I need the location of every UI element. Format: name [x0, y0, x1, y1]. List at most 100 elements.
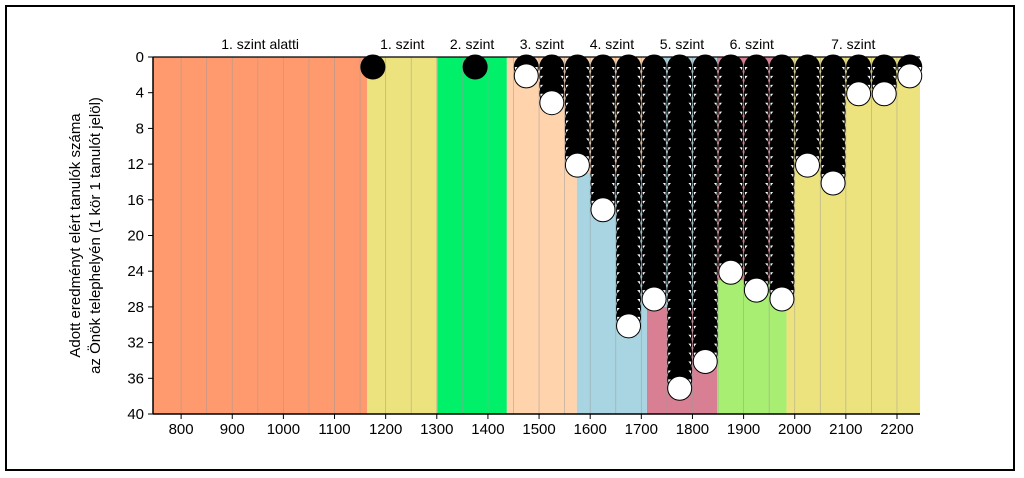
student-circle-4-11 [564, 152, 590, 178]
student-circle-cap-7-24 [642, 269, 667, 282]
student-circle-cap-5-9 [590, 135, 615, 148]
student-circle-cap-7-14 [642, 179, 667, 192]
student-circle-cap-7-10 [642, 144, 667, 157]
student-circle-11-25 [743, 277, 769, 303]
student-circle-cap-4-3 [565, 81, 590, 94]
student-circle-cap-9-30 [693, 322, 718, 335]
student-circle-cap-5-7 [590, 117, 615, 130]
student-circle-cap-11-2 [744, 72, 769, 85]
student-circle-cap-8-33 [667, 349, 692, 362]
student-circle-cap-9-29 [693, 313, 718, 326]
student-circle-cap-10-22 [718, 251, 743, 264]
student-circle-cap-12-15 [769, 188, 794, 201]
student-circle-cap-12-21 [769, 242, 794, 255]
student-circle-cap-6-25 [616, 278, 641, 291]
x-tick-label-2100: 2100 [829, 421, 862, 438]
level-label-5: 4. szint [590, 36, 634, 52]
student-circle-cap-8-10 [667, 144, 692, 157]
student-circle-cap-7-21 [642, 242, 667, 255]
student-circle-cap-8-25 [667, 278, 692, 291]
student-circle-cap-9-16 [693, 197, 718, 210]
level-label-6: 5. szint [660, 36, 704, 52]
student-circle-cap-11-16 [744, 197, 769, 210]
student-circle-cap-6-28 [616, 304, 641, 317]
level-band-1 [153, 57, 368, 414]
student-circle-cap-9-1 [693, 63, 718, 76]
student-circle-cap-10-8 [718, 126, 743, 139]
student-circle-cap-8-0 [667, 55, 692, 67]
student-circle-cap-9-26 [693, 287, 718, 300]
y-tick-label-24: 24 [127, 263, 144, 280]
student-circle-cap-5-15 [590, 188, 615, 201]
level-label-7: 6. szint [730, 36, 774, 52]
student-circle-cap-9-22 [693, 251, 718, 264]
x-tick-label-2000: 2000 [778, 421, 811, 438]
student-circle-cap-10-10 [718, 144, 743, 157]
student-circle-8-36 [667, 375, 693, 401]
student-circle-cap-9-7 [693, 117, 718, 130]
student-circle-cap-9-17 [693, 206, 718, 219]
student-circle-cap-3-3 [539, 81, 564, 94]
student-circle-cap-10-9 [718, 135, 743, 148]
student-circle-cap-13-6 [795, 108, 820, 121]
student-circle-cap-8-12 [667, 162, 692, 175]
student-circle-cap-15-0 [846, 55, 871, 67]
x-tick-label-1700: 1700 [625, 421, 658, 438]
student-circle-cap-10-1 [718, 63, 743, 76]
student-circle-cap-14-8 [821, 126, 846, 139]
student-circle-cap-10-21 [718, 242, 743, 255]
student-circle-cap-5-14 [590, 179, 615, 192]
student-circle-cap-9-24 [693, 269, 718, 282]
student-circle-cap-8-19 [667, 224, 692, 237]
student-circle-cap-10-12 [718, 162, 743, 175]
student-circle-cap-12-16 [769, 197, 794, 210]
student-circle-cap-12-5 [769, 99, 794, 112]
student-circle-cap-7-13 [642, 171, 667, 184]
student-circle-cap-6-11 [616, 153, 641, 166]
student-circle-cap-11-9 [744, 135, 769, 148]
student-circle-cap-14-11 [821, 153, 846, 166]
student-circle-cap-9-31 [693, 331, 718, 344]
student-circle-cap-11-17 [744, 206, 769, 219]
student-circle-cap-12-19 [769, 224, 794, 237]
student-circle-cap-4-5 [565, 99, 590, 112]
student-circle-cap-10-4 [718, 90, 743, 103]
y-tick-label-8: 8 [136, 120, 144, 137]
student-circle-cap-4-8 [565, 126, 590, 139]
student-circle-cap-10-20 [718, 233, 743, 246]
student-circle-cap-7-4 [642, 90, 667, 103]
student-circle-cap-5-5 [590, 99, 615, 112]
student-circle-cap-13-4 [795, 90, 820, 103]
student-circle-cap-14-6 [821, 108, 846, 121]
level-label-4: 3. szint [520, 36, 564, 52]
student-circle-cap-6-7 [616, 117, 641, 130]
student-circle-cap-4-0 [565, 55, 590, 67]
student-circle-cap-6-9 [616, 135, 641, 148]
student-circle-cap-17-0 [897, 55, 922, 67]
student-circle-5-16 [590, 197, 616, 223]
student-circle-cap-6-3 [616, 81, 641, 94]
student-circle-cap-12-3 [769, 81, 794, 94]
student-circle-cap-6-6 [616, 108, 641, 121]
student-circle-cap-10-15 [718, 188, 743, 201]
x-tick-label-1800: 1800 [676, 421, 709, 438]
student-circle-cap-8-7 [667, 117, 692, 130]
student-circle-cap-12-10 [769, 144, 794, 157]
student-circle-cap-6-26 [616, 287, 641, 300]
level-band-2 [367, 57, 438, 414]
student-circle-cap-10-2 [718, 72, 743, 85]
student-circle-6-29 [616, 313, 642, 339]
y-tick-label-16: 16 [127, 192, 144, 209]
student-circle-3-4 [539, 90, 565, 116]
student-circle-cap-7-16 [642, 197, 667, 210]
student-circle-cap-7-9 [642, 135, 667, 148]
y-tick-label-28: 28 [127, 299, 144, 316]
student-circle-cap-11-22 [744, 251, 769, 264]
student-circle-13-11 [795, 152, 821, 178]
student-circle-cap-14-12 [821, 162, 846, 175]
student-circle-cap-5-8 [590, 126, 615, 139]
student-circle-cap-6-10 [616, 144, 641, 157]
student-circle-cap-12-17 [769, 206, 794, 219]
student-circle-cap-4-4 [565, 90, 590, 103]
student-circle-cap-12-20 [769, 233, 794, 246]
